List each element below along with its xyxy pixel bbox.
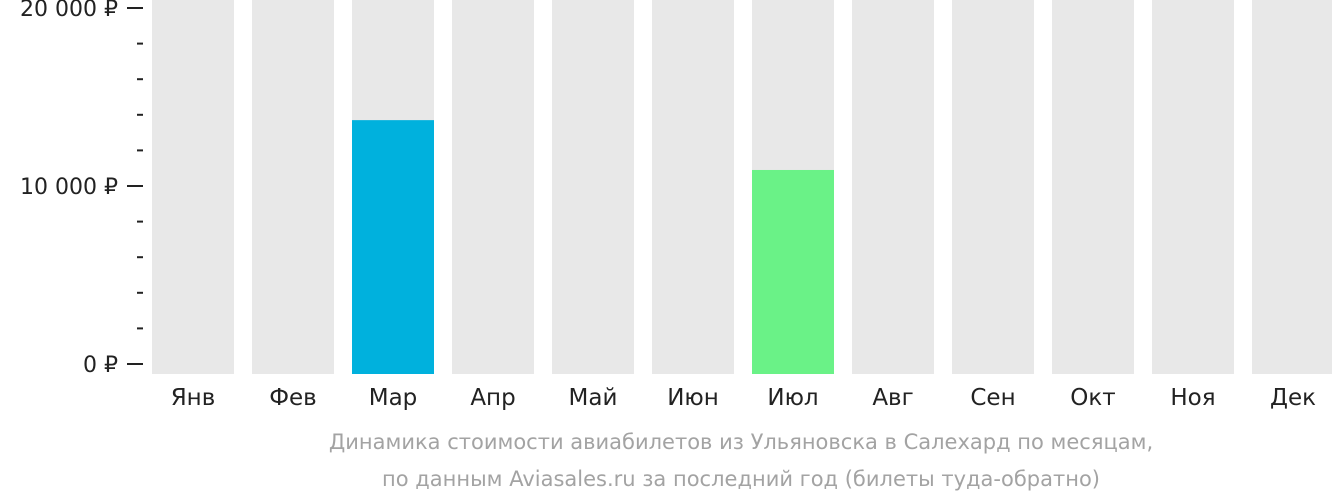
bar-Июл (752, 169, 834, 374)
x-tick-label: Фев (269, 385, 317, 411)
x-tick-label: Ноя (1170, 385, 1215, 411)
x-tick-label: Сен (970, 385, 1015, 411)
x-tick-label: Июн (667, 385, 719, 411)
x-tick-label: Авг (872, 385, 913, 411)
x-tick-label: Окт (1070, 385, 1115, 411)
bar-background (252, 0, 334, 374)
x-tick-label: Дек (1270, 385, 1316, 411)
bar-background (452, 0, 534, 374)
x-tick-label: Июл (767, 385, 818, 411)
bar-Мар (352, 120, 434, 374)
bar-background (852, 0, 934, 374)
bar-background (152, 0, 234, 374)
chart-caption-line-1: Динамика стоимости авиабилетов из Ульяно… (328, 430, 1154, 454)
bar-background (552, 0, 634, 374)
y-tick-label: 20 000 ₽ (20, 0, 118, 22)
x-tick-label: Май (569, 385, 618, 411)
price-chart: 0 ₽ 10 000 ₽ 20 000 ₽ Янв Фев Мар Апр Май Июн Июл… (20, 0, 1332, 411)
y-tick-label: 10 000 ₽ (20, 175, 118, 200)
x-tick-label: Мар (369, 385, 418, 411)
x-tick-label: Янв (171, 385, 216, 411)
y-tick-label: 0 ₽ (83, 353, 118, 378)
bar-background (952, 0, 1034, 374)
chart-caption-line-2: по данным Aviasales.ru за последний год … (382, 467, 1100, 491)
bar-background (652, 0, 734, 374)
bar-background (1052, 0, 1134, 374)
bar-background (1152, 0, 1234, 374)
x-tick-label: Апр (470, 385, 515, 411)
bar-background (1252, 0, 1332, 374)
